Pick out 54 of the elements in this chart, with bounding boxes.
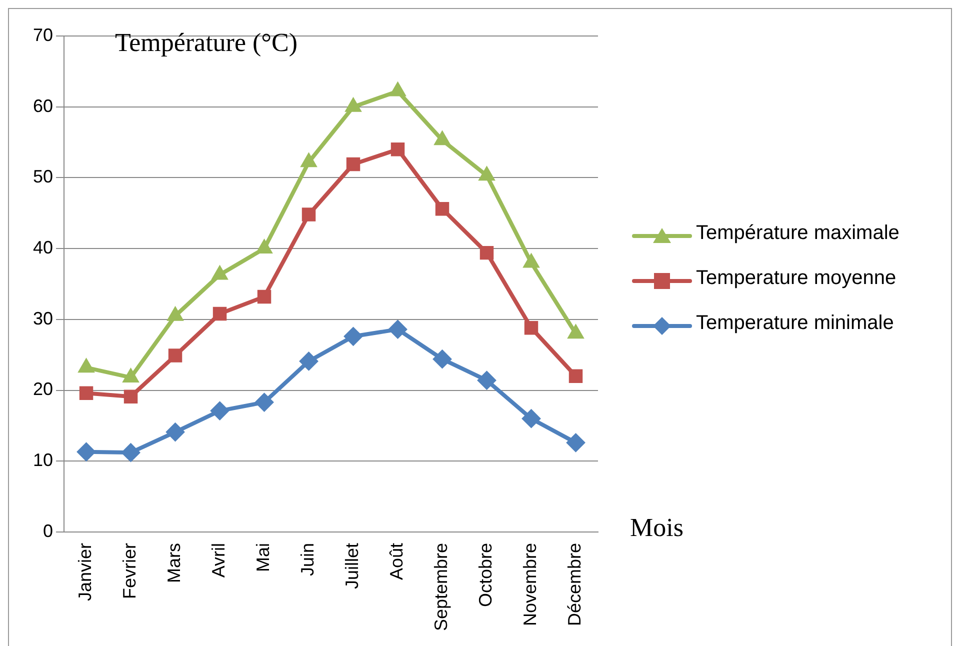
point [168,348,182,362]
point [522,409,541,428]
point [211,265,228,280]
point [566,433,586,452]
point [300,152,318,168]
x-tick-label: Octobre [476,542,496,607]
point [121,443,140,462]
x-tick-label: Juin [298,542,318,576]
point [568,369,583,383]
y-tick-label: 20 [32,379,54,400]
x-tick-label: Août [386,542,407,580]
point [344,97,362,112]
point [480,246,494,260]
x-tick-label: Septembre [431,542,452,632]
point [302,208,316,222]
y-tick-label: 60 [32,96,54,116]
point [76,442,96,462]
point [124,390,138,404]
point [210,401,230,420]
x-tick-label: Décembre [564,542,585,626]
x-tick-label: Janvier [75,542,96,601]
x-tick-label: Juillet [342,542,362,589]
x-tick-label: Novembre [520,542,540,626]
point [432,350,452,369]
y-tick-label: 10 [32,450,54,470]
point [79,386,94,400]
x-tick-label: Fevrier [120,542,140,599]
x-tick-label: Mai [253,542,274,572]
point [256,239,273,254]
y-tick-label: 30 [32,308,54,328]
y-tick-label: 40 [32,238,54,258]
legend-label: Température maximale [696,221,900,246]
point [254,392,274,412]
y-tick-label: 0 [43,520,54,541]
point [257,290,272,304]
y-tick-label: 70 [32,24,54,45]
chart-title: Température (°C) [115,28,298,58]
x-tick-label: Mars [164,542,184,583]
point [478,166,496,181]
point [477,370,496,390]
x-tick-label: Avril [208,542,229,578]
point [388,320,408,339]
point [166,422,185,442]
point [524,321,538,335]
point [522,253,540,268]
point [299,352,318,371]
x-axis-title: Mois [630,513,684,543]
point [212,306,227,321]
y-tick-label: 50 [32,166,54,187]
legend-label: Temperature moyenne [696,266,898,291]
point [389,82,406,96]
point [344,326,363,346]
legend-label: Temperature minimale [696,311,895,336]
point [434,130,451,146]
